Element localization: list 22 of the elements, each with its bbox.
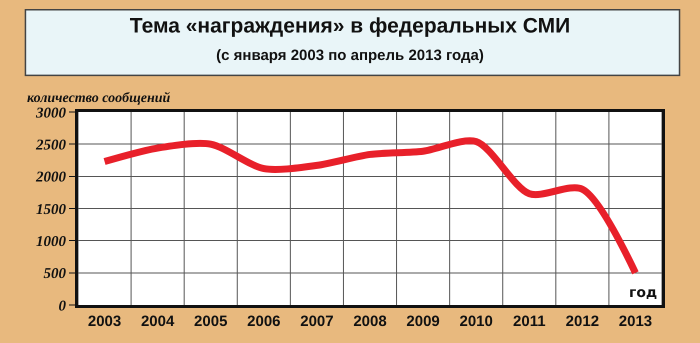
x-tick-label: 2012	[566, 313, 600, 330]
x-tick-label: 2006	[247, 313, 281, 330]
y-tick-label: 3000	[35, 105, 66, 122]
y-tick-label: 500	[44, 266, 66, 282]
y-tick-label: 0	[58, 298, 66, 314]
chart-title: Тема «награждения» в федеральных СМИ	[130, 14, 570, 38]
x-axis-title: год	[629, 285, 658, 301]
x-tick-label: 2011	[512, 313, 546, 330]
x-tick-label: 2010	[459, 313, 493, 330]
x-tick-label: 2004	[140, 313, 175, 330]
y-tick-label: 1500	[36, 202, 66, 218]
x-tick-label: 2003	[88, 313, 122, 330]
y-tick-label: 1000	[36, 234, 66, 250]
x-tick-label: 2013	[618, 313, 652, 330]
y-tick-label: 2000	[35, 170, 66, 186]
x-tick-label: 2007	[300, 313, 334, 330]
x-tick-label: 2005	[194, 313, 228, 330]
y-axis-title: количество сообщений	[27, 91, 171, 106]
x-tick-label: 2009	[406, 313, 440, 330]
chart-subtitle: (с января 2003 по апрель 2013 года)	[216, 46, 484, 64]
y-tick-label: 2500	[35, 137, 66, 154]
x-tick-label: 2008	[353, 313, 387, 330]
